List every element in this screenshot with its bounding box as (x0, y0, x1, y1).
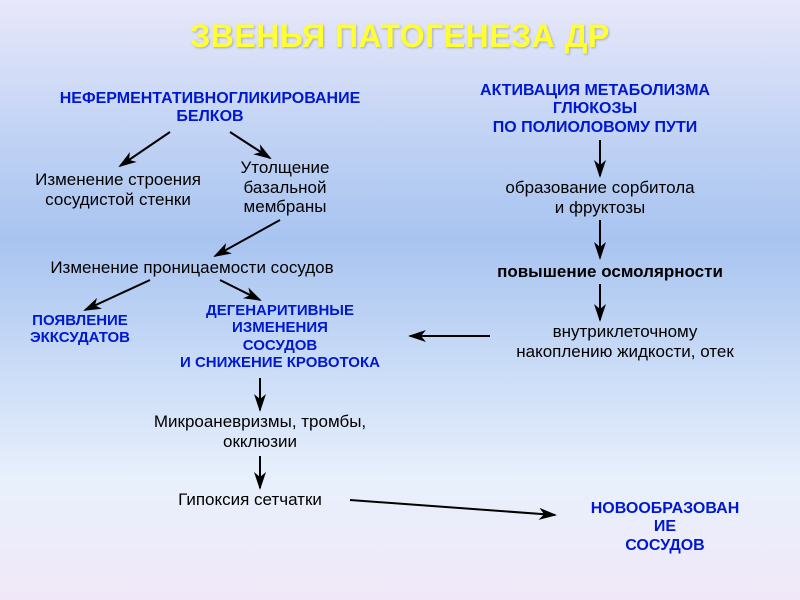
node-exudates: ПОЯВЛЕНИЕЭККСУДАТОВ (10, 312, 150, 347)
slide-canvas: ЗВЕНЬЯ ПАТОГЕНЕЗА ДР НЕФЕРМЕНТАТИВНОГЛИК… (0, 0, 800, 600)
node-osmolarity-increase: повышение осмолярности (470, 262, 750, 282)
slide-title: ЗВЕНЬЯ ПАТОГЕНЕЗА ДР (0, 18, 800, 55)
node-degenerative-changes: ДЕГЕНАРИТИВНЫЕИЗМЕНЕНИЯСОСУДОВИ СНИЖЕНИЕ… (150, 302, 410, 371)
node-permeability-change: Изменение проницаемости сосудов (12, 258, 372, 278)
node-intracellular-fluid: внутриклеточномунакоплению жидкости, оте… (480, 322, 770, 361)
node-vessel-wall-change: Изменение строениясосудистой стенки (18, 170, 218, 209)
node-sorbitol-fructose: образование сорбитолаи фруктозы (470, 178, 730, 217)
node-nonenzymatic-glycation: НЕФЕРМЕНТАТИВНОГЛИКИРОВАНИЕБЕЛКОВ (40, 90, 380, 127)
node-basal-membrane-thicken: Утолщениебазальноймембраны (210, 158, 360, 217)
node-polyol-activation: АКТИВАЦИЯ МЕТАБОЛИЗМАГЛЮКОЗЫПО ПОЛИОЛОВО… (430, 82, 760, 137)
node-microaneurysms: Микроаневризмы, тромбы,окклюзии (130, 412, 390, 451)
node-retinal-hypoxia: Гипоксия сетчатки (150, 490, 350, 510)
node-neovascularization: НОВООБРАЗОВАНИЕСОСУДОВ (560, 500, 770, 555)
